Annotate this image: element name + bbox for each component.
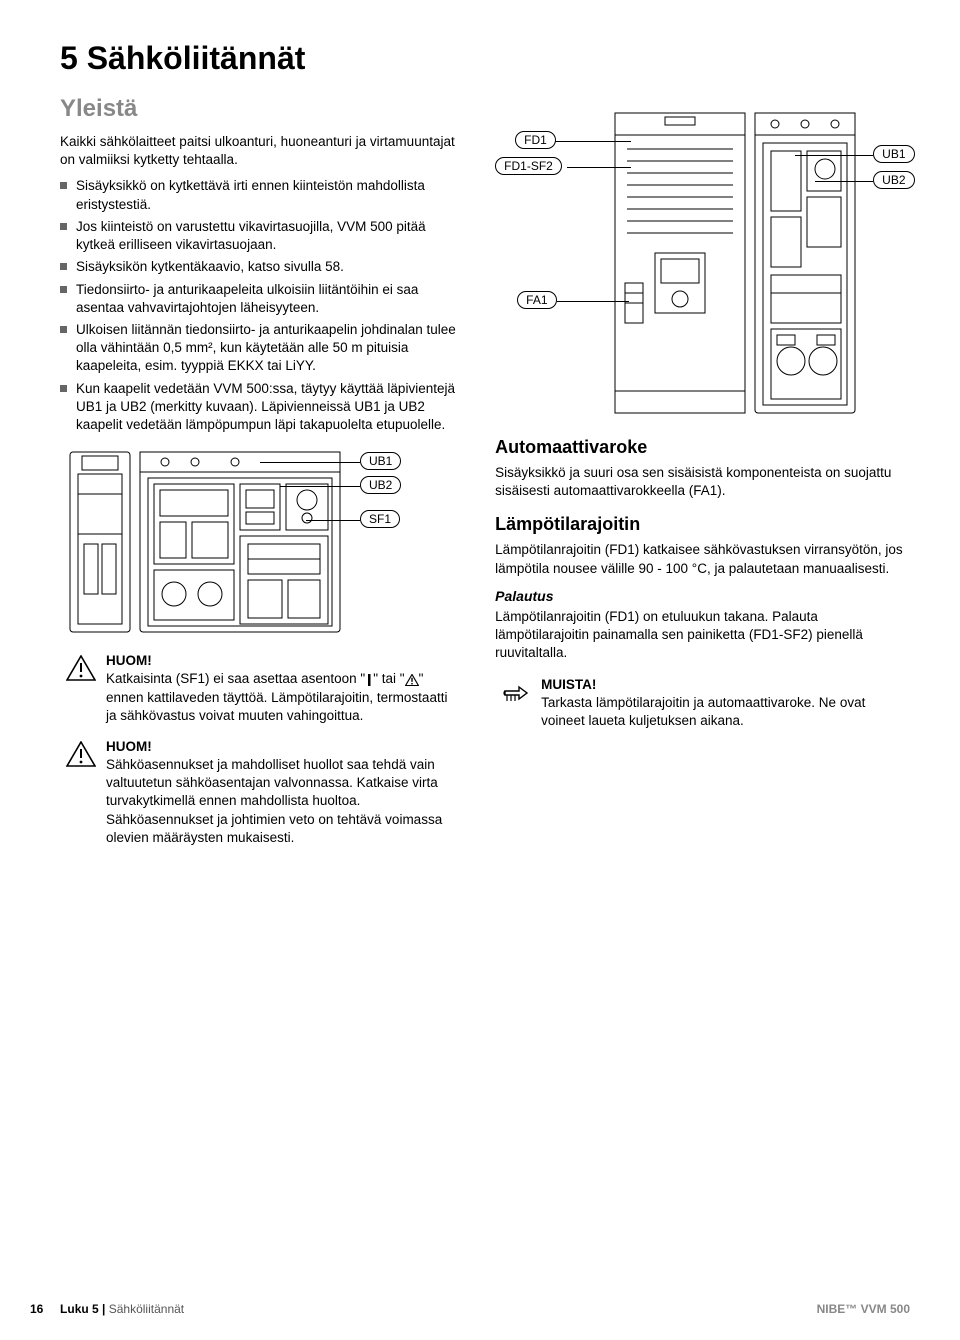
note-content: HUOM! Katkaisinta (SF1) ei saa asettaa a… <box>106 653 459 725</box>
bullet-item: Ulkoisen liitännän tiedonsiirto- ja antu… <box>60 321 465 376</box>
lead-line <box>306 520 360 521</box>
section-heading-lampotilarajoitin: Lämpötilarajoitin <box>495 514 910 535</box>
lead-line <box>557 301 629 302</box>
note-text-part: Katkaisinta (SF1) ei saa asettaa asentoo… <box>106 671 365 686</box>
lead-line <box>795 155 873 156</box>
note-text: Sähköasennukset ja mahdolliset huollot s… <box>106 756 459 847</box>
lead-line <box>567 167 631 168</box>
lead-line <box>260 462 360 463</box>
pointing-hand-icon <box>501 679 531 705</box>
section-heading-automaattivaroke: Automaattivaroke <box>495 437 910 458</box>
callout-fd1: FD1 <box>515 131 556 149</box>
bullet-item: Jos kiinteistö on varustettu vikavirtasu… <box>60 218 465 254</box>
lead-line <box>555 141 631 142</box>
wiring-diagram-left: UB1 UB2 SF1 <box>60 444 465 639</box>
wiring-diagram-right: FD1 FD1-SF2 FA1 UB1 UB2 <box>495 103 910 423</box>
page-title: 5 Sähköliitännät <box>60 40 910 77</box>
footer-chapter-name: Sähköliitännät <box>109 1302 184 1316</box>
caution-note: HUOM! Sähköasennukset ja mahdolliset huo… <box>60 739 465 847</box>
callout-sf1: SF1 <box>360 510 400 528</box>
section-subheading: Yleistä <box>60 95 465 123</box>
note-content: MUISTA! Tarkasta lämpötilarajoitin ja au… <box>541 677 904 730</box>
bullet-item: Kun kaapelit vedetään VVM 500:ssa, täyty… <box>60 380 465 435</box>
section-text: Lämpötilanrajoitin (FD1) on etuluukun ta… <box>495 608 910 663</box>
bullet-item: Tiedonsiirto- ja anturikaapeleita ulkois… <box>60 281 465 317</box>
subsection-heading-palautus: Palautus <box>495 588 910 604</box>
callout-fa1: FA1 <box>517 291 556 309</box>
device-schematic-icon <box>60 444 350 639</box>
bullet-item: Sisäyksikön kytkentäkaavio, katso sivull… <box>60 258 465 276</box>
footer-chapter: Luku 5 | <box>60 1302 109 1316</box>
warning-triangle-icon <box>66 655 96 681</box>
device-schematic-icon <box>495 103 925 423</box>
note-title: MUISTA! <box>541 677 904 692</box>
section-text: Lämpötilanrajoitin (FD1) katkaisee sähkö… <box>495 541 910 577</box>
two-column-layout: Yleistä Kaikki sähkölaitteet paitsi ulko… <box>60 95 910 861</box>
page-number: 16 <box>30 1302 43 1316</box>
lead-line <box>815 181 873 182</box>
reminder-note: MUISTA! Tarkasta lämpötilarajoitin ja au… <box>495 677 910 730</box>
note-text-part: " tai " <box>373 671 404 686</box>
callout-ub1: UB1 <box>360 452 401 470</box>
callout-ub2: UB2 <box>873 171 914 189</box>
callout-fd1sf2: FD1-SF2 <box>495 157 562 175</box>
right-column: FD1 FD1-SF2 FA1 UB1 UB2 Automaattivaroke… <box>495 95 910 861</box>
intro-paragraph: Kaikki sähkölaitteet paitsi ulkoanturi, … <box>60 133 465 169</box>
page-footer: 16 Luku 5 | Sähköliitännät NIBE™ VVM 500 <box>0 1302 960 1316</box>
callout-ub2: UB2 <box>360 476 401 494</box>
caution-note: HUOM! Katkaisinta (SF1) ei saa asettaa a… <box>60 653 465 725</box>
note-text: Katkaisinta (SF1) ei saa asettaa asentoo… <box>106 670 459 725</box>
note-title: HUOM! <box>106 739 459 754</box>
section-text: Sisäyksikkö ja suuri osa sen sisäisistä … <box>495 464 910 500</box>
callout-ub1: UB1 <box>873 145 914 163</box>
warning-triangle-icon <box>405 674 419 686</box>
warning-triangle-icon <box>66 741 96 767</box>
vertical-bar-icon <box>365 674 373 686</box>
note-title: HUOM! <box>106 653 459 668</box>
bullet-item: Sisäyksikkö on kytkettävä irti ennen kii… <box>60 177 465 213</box>
footer-left: 16 Luku 5 | Sähköliitännät <box>30 1302 184 1316</box>
note-text: Tarkasta lämpötilarajoitin ja automaatti… <box>541 694 904 730</box>
bullet-list: Sisäyksikkö on kytkettävä irti ennen kii… <box>60 177 465 434</box>
note-content: HUOM! Sähköasennukset ja mahdolliset huo… <box>106 739 459 847</box>
lead-line <box>280 486 360 487</box>
left-column: Yleistä Kaikki sähkölaitteet paitsi ulko… <box>60 95 465 861</box>
footer-product: NIBE™ VVM 500 <box>817 1302 910 1316</box>
